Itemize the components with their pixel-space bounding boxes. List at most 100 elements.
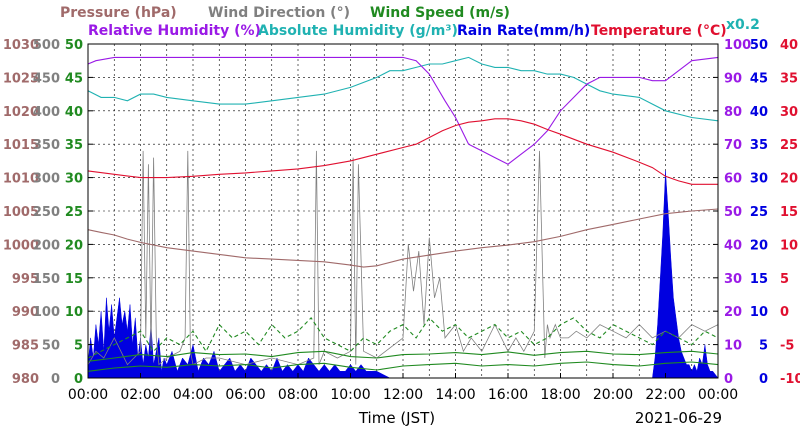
legend-temperature: Temperature (°C) — [591, 23, 727, 39]
temperature-tick-label: 25 — [780, 138, 798, 153]
wind-direction-tick-label: 450 — [33, 71, 60, 86]
temperature-tick-label: -10 — [780, 372, 800, 387]
x-tick-label: 20:00 — [593, 387, 633, 403]
pressure-tick-label: 1000 — [3, 238, 39, 253]
x-tick-label: 06:00 — [225, 387, 265, 403]
grid — [88, 44, 718, 378]
humidity-tick-label: 20 — [724, 305, 742, 320]
humidity-tick-label: 80 — [724, 105, 742, 120]
rain-rate-tick-label: 5 — [759, 339, 768, 354]
pressure-tick-label: 995 — [12, 272, 39, 287]
x-tick-label: 22:00 — [645, 387, 685, 403]
wind-speed-tick-label: 25 — [65, 205, 83, 220]
rain-rate-tick-label: 35 — [750, 138, 768, 153]
rain-rate-tick-label: 15 — [750, 272, 768, 287]
pressure-tick-label: 1025 — [3, 71, 39, 86]
x-tick-label: 08:00 — [278, 387, 318, 403]
rain-rate-tick-label: 50 — [750, 38, 768, 53]
wind-speed-tick-label: 50 — [65, 38, 83, 53]
legend-wind-direction: Wind Direction (°) — [208, 5, 350, 21]
humidity-tick-label: 30 — [724, 272, 742, 287]
legend-wind-speed: Wind Speed (m/s) — [370, 5, 510, 21]
series-pressure — [87, 208, 719, 268]
wind-direction-tick-label: 150 — [33, 272, 60, 287]
absolute-humidity-scale-note: x0.2 — [726, 17, 760, 33]
rain-rate-tick-label: 25 — [750, 205, 768, 220]
x-axis-label: Time (JST) — [358, 409, 435, 427]
wind-speed-tick-label: 35 — [65, 138, 83, 153]
humidity-tick-label: 0 — [724, 372, 733, 387]
wind-direction-tick-label: 100 — [33, 305, 60, 320]
temperature-tick-label: 20 — [780, 172, 798, 187]
wind-speed-tick-label: 15 — [65, 272, 83, 287]
date-label: 2021-06-29 — [635, 409, 722, 427]
pressure-tick-label: 1005 — [3, 205, 39, 220]
pressure-tick-label: 1020 — [3, 105, 39, 120]
wind-speed-tick-label: 10 — [65, 305, 83, 320]
temperature-tick-label: 35 — [780, 71, 798, 86]
wind-direction-tick-label: 0 — [51, 372, 60, 387]
wind-direction-tick-label: 500 — [33, 38, 60, 53]
wind-speed-tick-label: 45 — [65, 71, 83, 86]
rain-rate-tick-label: 20 — [750, 238, 768, 253]
wind-direction-tick-label: 300 — [33, 172, 60, 187]
series-temperature — [87, 118, 718, 185]
pressure-tick-label: 1015 — [3, 138, 39, 153]
temperature-tick-label: -5 — [780, 339, 794, 354]
plot-area — [87, 56, 719, 379]
humidity-tick-label: 90 — [724, 71, 742, 86]
temperature-tick-label: 40 — [780, 38, 798, 53]
legend-absolute-humidity: Absolute Humidity (g/m³) — [258, 23, 458, 39]
wind-direction-tick-label: 50 — [42, 339, 60, 354]
wind-speed-tick-label: 5 — [74, 339, 83, 354]
rain-rate-tick-label: 45 — [750, 71, 768, 86]
humidity-tick-label: 70 — [724, 138, 742, 153]
rain-rate-tick-label: 10 — [750, 305, 768, 320]
pressure-tick-label: 1030 — [3, 38, 39, 53]
axes: 1030102510201015101010051000995990985980… — [3, 38, 800, 403]
temperature-tick-label: 30 — [780, 105, 798, 120]
humidity-tick-label: 60 — [724, 172, 742, 187]
humidity-tick-label: 40 — [724, 238, 742, 253]
humidity-tick-label: 10 — [724, 339, 742, 354]
x-tick-label: 04:00 — [173, 387, 213, 403]
wind-speed-tick-label: 30 — [65, 172, 83, 187]
x-tick-label: 10:00 — [330, 387, 370, 403]
x-tick-label: 18:00 — [540, 387, 580, 403]
temperature-tick-label: 0 — [780, 305, 789, 320]
x-tick-label: 00:00 — [68, 387, 108, 403]
pressure-tick-label: 1010 — [3, 172, 39, 187]
wind-direction-tick-label: 400 — [33, 105, 60, 120]
series-wind-speed-gust — [87, 317, 719, 359]
rain-rate-tick-label: 40 — [750, 105, 768, 120]
legend: Pressure (hPa) Wind Direction (°) Wind S… — [60, 5, 760, 39]
wind-direction-tick-label: 350 — [33, 138, 60, 153]
wind-speed-tick-label: 40 — [65, 105, 83, 120]
temperature-tick-label: 5 — [780, 272, 789, 287]
rain-rate-tick-label: 0 — [759, 372, 768, 387]
humidity-tick-label: 100 — [724, 38, 751, 53]
wind-direction-tick-label: 250 — [33, 205, 60, 220]
x-tick-label: 00:00 — [698, 387, 738, 403]
pressure-tick-label: 980 — [12, 372, 39, 387]
temperature-tick-label: 10 — [780, 238, 798, 253]
x-tick-label: 16:00 — [488, 387, 528, 403]
series-wind-speed-min — [87, 361, 719, 372]
x-tick-label: 12:00 — [383, 387, 423, 403]
humidity-tick-label: 50 — [724, 205, 742, 220]
rain-rate-tick-label: 30 — [750, 172, 768, 187]
wind-speed-tick-label: 0 — [74, 372, 83, 387]
legend-pressure: Pressure (hPa) — [60, 5, 177, 21]
wind-speed-tick-label: 20 — [65, 238, 83, 253]
wind-direction-tick-label: 200 — [33, 238, 60, 253]
pressure-tick-label: 985 — [12, 339, 39, 354]
series-rain-rate — [87, 170, 719, 379]
series-relative-humidity — [87, 56, 719, 165]
legend-rain-rate: Rain Rate(mm/h) — [457, 23, 590, 39]
x-tick-label: 14:00 — [435, 387, 475, 403]
series-wind-direction — [87, 150, 719, 366]
legend-relative-humidity: Relative Humidity (%) — [88, 23, 261, 39]
x-tick-label: 02:00 — [120, 387, 160, 403]
